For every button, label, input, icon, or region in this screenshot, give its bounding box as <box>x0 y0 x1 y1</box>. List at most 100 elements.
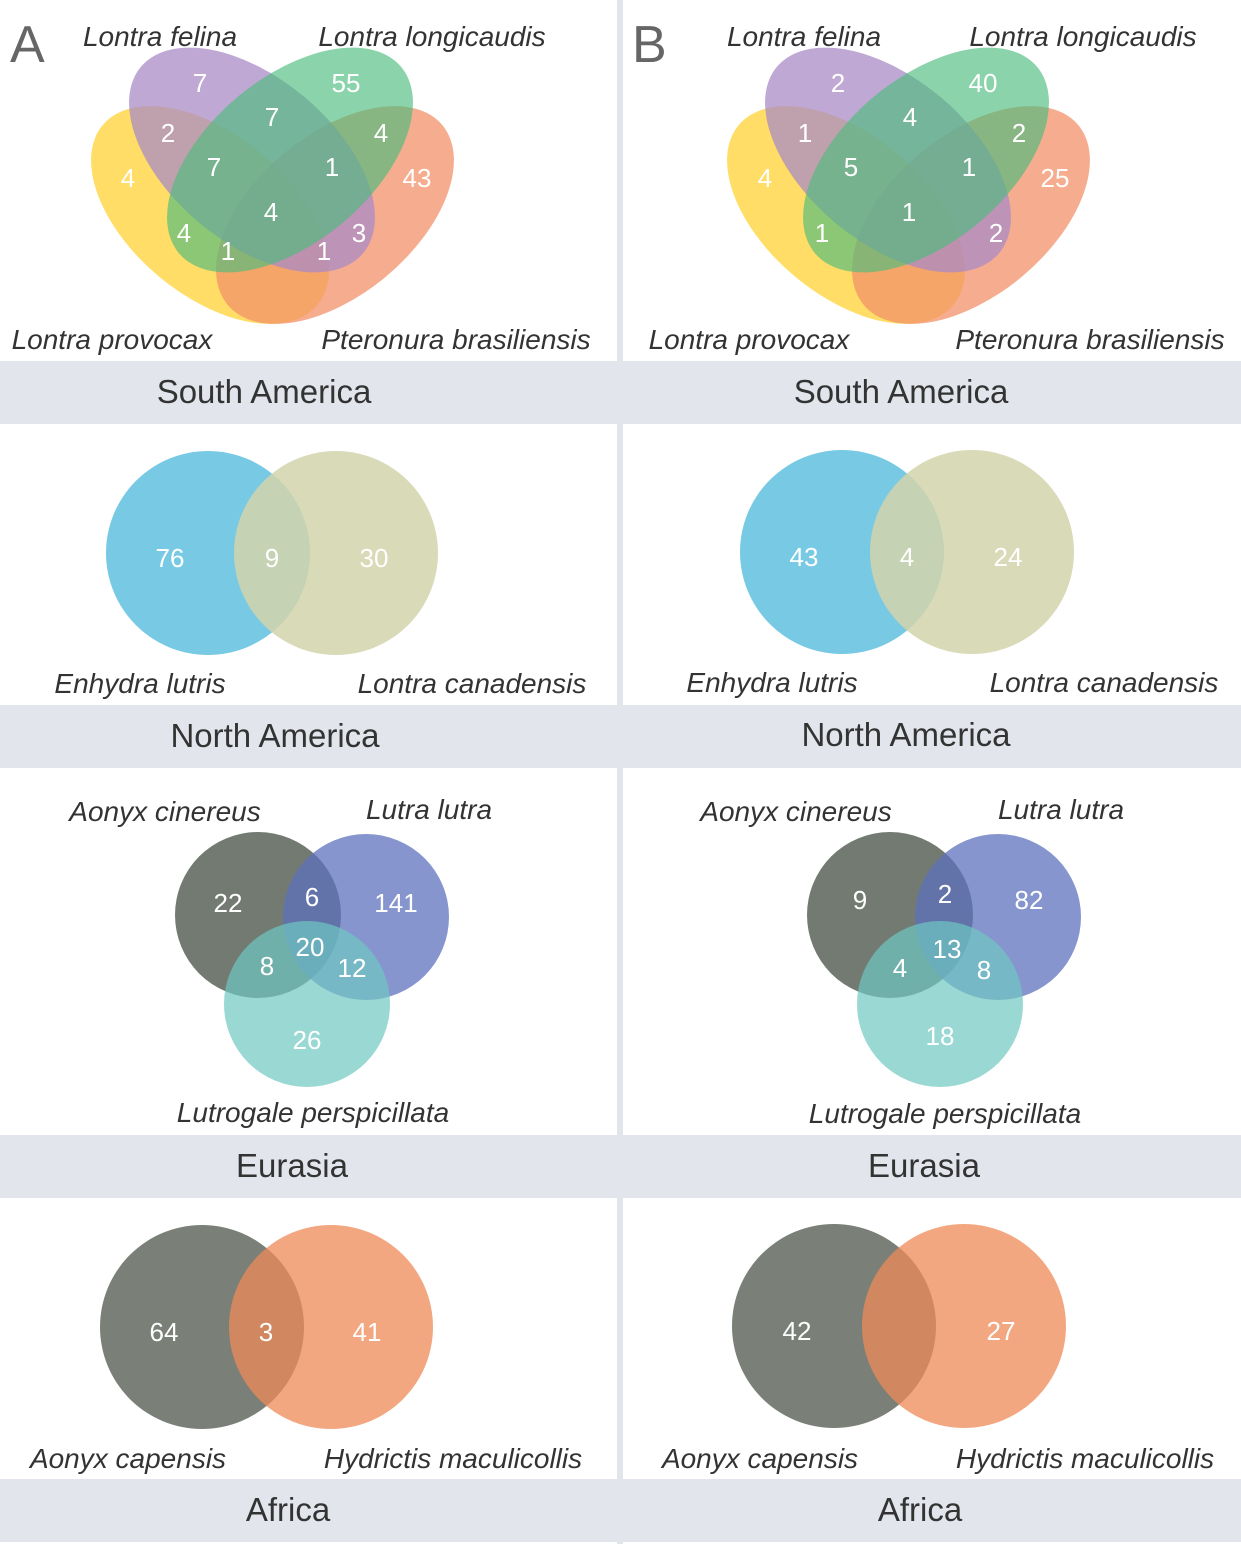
lutrogale-perspicillata-set <box>224 921 390 1087</box>
count-cinereus-only: 9 <box>853 885 867 915</box>
region-band-south-america-b <box>623 361 1241 424</box>
label-lontra-felina: Lontra felina <box>727 21 881 52</box>
region-band-eurasia-a <box>0 1135 617 1198</box>
count-longicaudis-only: 40 <box>969 68 998 98</box>
count-cinereus-lutra: 2 <box>938 879 952 909</box>
count-both: 9 <box>265 543 279 573</box>
count-provocax-felina-pteronura: 1 <box>317 236 331 266</box>
count-felina-only: 7 <box>193 68 207 98</box>
count-cinereus-lutrogale: 4 <box>893 953 907 983</box>
region-label-south-america-a: South America <box>157 373 372 410</box>
count-left-only: 42 <box>783 1316 812 1346</box>
north-america-venn-b: 43 4 24 Enhydra lutris Lontra canadensis <box>686 450 1218 698</box>
eurasia-venn-a: 22 6 141 20 8 12 26 Aonyx cinereus Lutra… <box>67 794 492 1128</box>
label-lutrogale-perspicillata: Lutrogale perspicillata <box>809 1098 1081 1129</box>
count-longicaudis-pteronura: 4 <box>374 118 388 148</box>
count-provocax-felina-longicaudis: 5 <box>844 152 858 182</box>
count-longicaudis-pteronura: 2 <box>1012 118 1026 148</box>
count-provocax-only: 4 <box>121 163 135 193</box>
region-label-north-america-a: North America <box>170 717 380 754</box>
count-provocax-only: 4 <box>758 163 772 193</box>
label-lutrogale-perspicillata: Lutrogale perspicillata <box>177 1097 449 1128</box>
count-all-three: 13 <box>933 934 962 964</box>
count-cinereus-lutrogale: 8 <box>260 951 274 981</box>
count-felina-pteronura: 3 <box>352 218 366 248</box>
region-label-africa-b: Africa <box>878 1491 963 1528</box>
hydrictis-maculicollis-set <box>229 1225 433 1429</box>
hydrictis-maculicollis-set <box>862 1224 1066 1428</box>
count-felina-pteronura: 2 <box>989 218 1003 248</box>
region-band-africa-a <box>0 1479 617 1542</box>
africa-venn-b: 42 27 Aonyx capensis Hydrictis maculicol… <box>660 1224 1214 1474</box>
africa-venn-a: 64 3 41 Aonyx capensis Hydrictis maculic… <box>28 1225 582 1474</box>
count-felina-only: 2 <box>831 68 845 98</box>
region-band-north-america-b <box>623 705 1241 768</box>
label-aonyx-cinereus: Aonyx cinereus <box>67 796 260 827</box>
count-right-only: 30 <box>360 543 389 573</box>
label-aonyx-cinereus: Aonyx cinereus <box>698 796 891 827</box>
count-lutra-lutrogale: 12 <box>338 953 367 983</box>
count-right-only: 27 <box>987 1316 1016 1346</box>
region-label-north-america-b: North America <box>801 716 1011 753</box>
count-both: 4 <box>900 542 914 572</box>
count-all-three: 20 <box>296 932 325 962</box>
label-hydrictis-maculicollis: Hydrictis maculicollis <box>956 1443 1214 1474</box>
region-band-south-america-a <box>0 361 617 424</box>
region-band-eurasia-b <box>623 1135 1241 1198</box>
panel-a: A 7 55 7 2 4 4 7 1 43 4 4 3 1 1 Lontra f… <box>0 16 617 1542</box>
count-lutrogale-only: 26 <box>293 1025 322 1055</box>
count-provocax-felina: 1 <box>798 118 812 148</box>
count-left-only: 76 <box>156 543 185 573</box>
label-enhydra-lutris: Enhydra lutris <box>686 667 857 698</box>
count-felina-longicaudis-pteronura: 1 <box>962 152 976 182</box>
count-provocax-longicaudis: 4 <box>177 218 191 248</box>
label-lontra-canadensis: Lontra canadensis <box>358 668 587 699</box>
count-lutrogale-only: 18 <box>926 1021 955 1051</box>
count-felina-longicaudis: 4 <box>903 102 917 132</box>
north-america-venn-a: 76 9 30 Enhydra lutris Lontra canadensis <box>54 451 586 699</box>
count-felina-longicaudis-pteronura: 1 <box>325 152 339 182</box>
count-felina-longicaudis: 7 <box>265 102 279 132</box>
count-provocax-felina-longicaudis: 7 <box>207 152 221 182</box>
count-provocax-pteronura: 1 <box>221 236 235 266</box>
label-enhydra-lutris: Enhydra lutris <box>54 668 225 699</box>
region-band-africa-b <box>623 1479 1241 1542</box>
label-lontra-felina: Lontra felina <box>83 21 237 52</box>
lontra-longicaudis-set <box>803 47 1049 273</box>
count-right-only: 41 <box>353 1317 382 1347</box>
region-label-south-america-b: South America <box>794 373 1009 410</box>
region-label-eurasia-b: Eurasia <box>868 1147 981 1184</box>
count-pteronura-only: 25 <box>1041 163 1070 193</box>
label-lontra-longicaudis: Lontra longicaudis <box>318 21 545 52</box>
label-pteronura-brasiliensis: Pteronura brasiliensis <box>955 324 1224 355</box>
count-all-four: 4 <box>264 197 278 227</box>
region-band-north-america-a <box>0 705 617 768</box>
label-lontra-provocax: Lontra provocax <box>649 324 851 355</box>
count-all-four: 1 <box>902 197 916 227</box>
count-cinereus-only: 22 <box>214 888 243 918</box>
panel-divider <box>617 0 623 1544</box>
label-hydrictis-maculicollis: Hydrictis maculicollis <box>324 1443 582 1474</box>
count-right-only: 24 <box>994 542 1023 572</box>
count-pteronura-only: 43 <box>403 163 432 193</box>
count-provocax-felina: 2 <box>161 118 175 148</box>
lutrogale-perspicillata-set <box>857 921 1023 1087</box>
label-lutra-lutra: Lutra lutra <box>366 794 492 825</box>
count-left-only: 64 <box>150 1317 179 1347</box>
label-lontra-canadensis: Lontra canadensis <box>990 667 1219 698</box>
count-cinereus-lutra: 6 <box>305 882 319 912</box>
eurasia-venn-b: 9 2 82 13 4 8 18 Aonyx cinereus Lutra lu… <box>698 794 1124 1129</box>
count-lutra-only: 141 <box>374 888 417 918</box>
count-provocax-longicaudis: 1 <box>815 218 829 248</box>
label-aonyx-capensis: Aonyx capensis <box>660 1443 858 1474</box>
panel-letter-b: B <box>632 16 667 74</box>
count-left-only: 43 <box>790 542 819 572</box>
region-label-eurasia-a: Eurasia <box>236 1147 349 1184</box>
label-aonyx-capensis: Aonyx capensis <box>28 1443 226 1474</box>
count-lutra-lutrogale: 8 <box>977 955 991 985</box>
label-lontra-longicaudis: Lontra longicaudis <box>969 21 1196 52</box>
south-america-venn-a: 7 55 7 2 4 4 7 1 43 4 4 3 1 1 Lontra fel… <box>12 21 591 355</box>
overlap-shade <box>106 451 310 655</box>
panel-b: B 2 40 4 1 2 4 5 1 25 1 1 2 Lontra felin… <box>623 16 1241 1542</box>
